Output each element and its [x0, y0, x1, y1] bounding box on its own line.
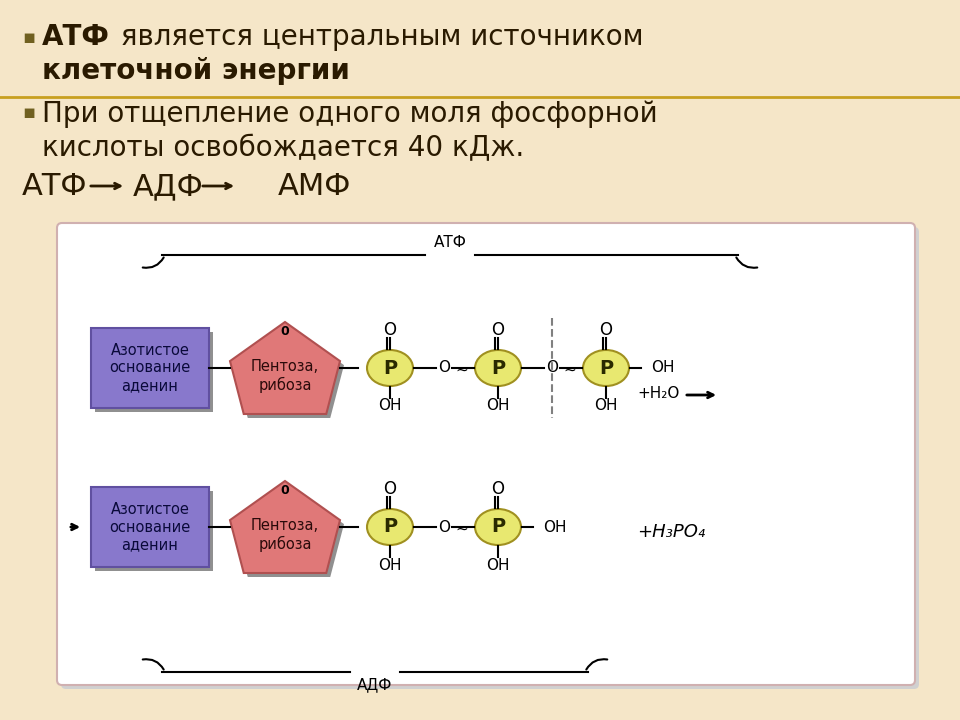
- Text: P: P: [383, 359, 397, 377]
- Text: АМФ: АМФ: [278, 172, 351, 201]
- Text: O: O: [438, 361, 450, 376]
- Ellipse shape: [367, 509, 413, 545]
- FancyBboxPatch shape: [95, 491, 213, 571]
- Text: O: O: [383, 480, 396, 498]
- Text: ~: ~: [456, 521, 468, 536]
- Text: O: O: [492, 480, 505, 498]
- Polygon shape: [230, 322, 340, 414]
- Text: Пентоза,
рибоза: Пентоза, рибоза: [251, 518, 319, 552]
- Text: P: P: [491, 359, 505, 377]
- Text: является центральным источником: является центральным источником: [112, 23, 643, 51]
- Text: Пентоза,
рибоза: Пентоза, рибоза: [251, 359, 319, 393]
- Text: АТФ: АТФ: [42, 23, 109, 51]
- FancyBboxPatch shape: [91, 487, 209, 567]
- Text: +H₃PO₄: +H₃PO₄: [637, 523, 706, 541]
- Text: O: O: [546, 361, 558, 376]
- Polygon shape: [234, 485, 344, 577]
- Ellipse shape: [475, 350, 521, 386]
- Text: 0: 0: [280, 484, 289, 497]
- FancyBboxPatch shape: [61, 227, 919, 689]
- Text: АТФ: АТФ: [434, 235, 467, 250]
- Text: Азотистое
основание
аденин: Азотистое основание аденин: [109, 343, 191, 393]
- Polygon shape: [230, 481, 340, 573]
- Text: OH: OH: [378, 398, 401, 413]
- Text: O: O: [599, 321, 612, 339]
- Ellipse shape: [475, 509, 521, 545]
- Polygon shape: [234, 326, 344, 418]
- Text: .: .: [310, 57, 319, 85]
- Text: клеточной энергии: клеточной энергии: [42, 57, 349, 85]
- FancyBboxPatch shape: [91, 328, 209, 408]
- Text: P: P: [491, 518, 505, 536]
- Text: P: P: [383, 518, 397, 536]
- Text: ~: ~: [456, 362, 468, 377]
- Text: АДФ: АДФ: [133, 172, 204, 201]
- Text: ~: ~: [564, 362, 576, 377]
- Text: ▪: ▪: [22, 28, 36, 47]
- Text: OH: OH: [594, 398, 617, 413]
- Text: OH: OH: [543, 520, 566, 534]
- Text: ▪: ▪: [22, 103, 36, 122]
- Ellipse shape: [583, 350, 629, 386]
- Text: АДФ: АДФ: [357, 677, 393, 692]
- FancyBboxPatch shape: [95, 332, 213, 412]
- Text: OH: OH: [651, 361, 675, 376]
- FancyBboxPatch shape: [57, 223, 915, 685]
- Text: O: O: [492, 321, 505, 339]
- Text: 0: 0: [280, 325, 289, 338]
- Text: OH: OH: [487, 557, 510, 572]
- Text: Азотистое
основание
аденин: Азотистое основание аденин: [109, 502, 191, 552]
- Ellipse shape: [367, 350, 413, 386]
- Text: O: O: [438, 520, 450, 534]
- Text: OH: OH: [378, 557, 401, 572]
- Text: P: P: [599, 359, 613, 377]
- Text: кислоты освобождается 40 кДж.: кислоты освобождается 40 кДж.: [42, 134, 524, 162]
- Text: При отщепление одного моля фосфорной: При отщепление одного моля фосфорной: [42, 100, 658, 128]
- Text: АТФ: АТФ: [22, 172, 87, 201]
- Text: +H₂O: +H₂O: [637, 386, 680, 401]
- Text: OH: OH: [487, 398, 510, 413]
- Text: O: O: [383, 321, 396, 339]
